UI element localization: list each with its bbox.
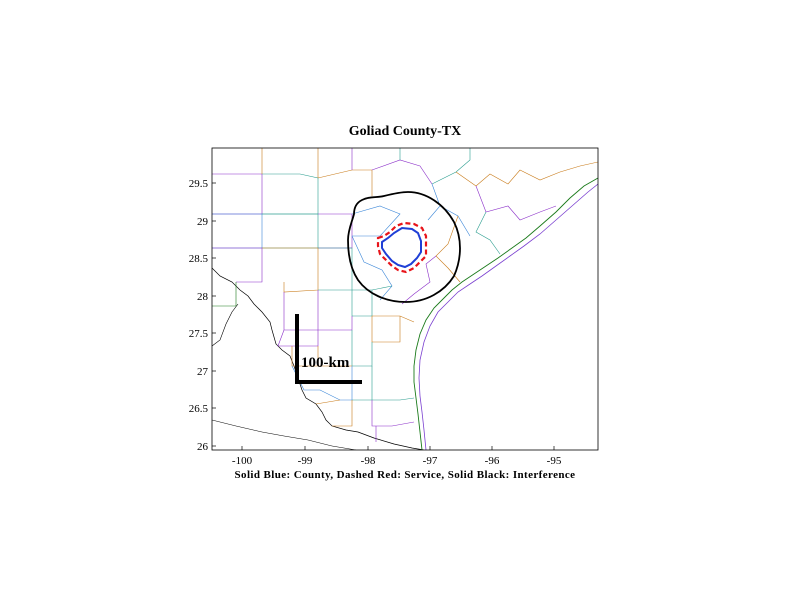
- y-tick-label: 28: [197, 291, 209, 303]
- interference-contour: [347, 191, 461, 303]
- y-axis: 29.5 29 28.5 28 27.5 27 26.5 26: [189, 178, 216, 453]
- county-outline: [381, 226, 422, 269]
- x-tick-label: -99: [298, 455, 313, 467]
- y-tick-label: 26.5: [189, 403, 209, 415]
- y-tick-label: 29.5: [189, 178, 209, 190]
- mexico-state-line: [212, 303, 239, 347]
- x-tick-label: -97: [423, 455, 438, 467]
- y-tick-label: 27.5: [189, 328, 209, 340]
- x-tick-label: -95: [547, 455, 562, 467]
- x-axis: -100 -99 -98 -97 -96 -95: [232, 446, 562, 467]
- barrier-island-line: [418, 183, 598, 450]
- map-legend-caption: Solid Blue: County, Dashed Red: Service,…: [234, 469, 576, 481]
- y-tick-label: 29: [197, 216, 209, 228]
- x-tick-label: -96: [485, 455, 500, 467]
- scale-bar-label: 100-km: [301, 355, 350, 371]
- map-title: Goliad County-TX: [348, 124, 462, 139]
- service-contour: [376, 221, 428, 274]
- x-tick-label: -100: [232, 455, 253, 467]
- map-basemap: [212, 148, 598, 450]
- mexico-interior-line: [212, 419, 357, 450]
- gulf-coastline: [413, 177, 598, 450]
- y-tick-label: 28.5: [189, 253, 209, 265]
- y-tick-label: 26: [197, 441, 209, 453]
- y-tick-label: 27: [197, 366, 209, 378]
- scale-bar: 100-km: [295, 314, 362, 384]
- x-tick-label: -98: [361, 455, 376, 467]
- map-frame: [211, 147, 599, 451]
